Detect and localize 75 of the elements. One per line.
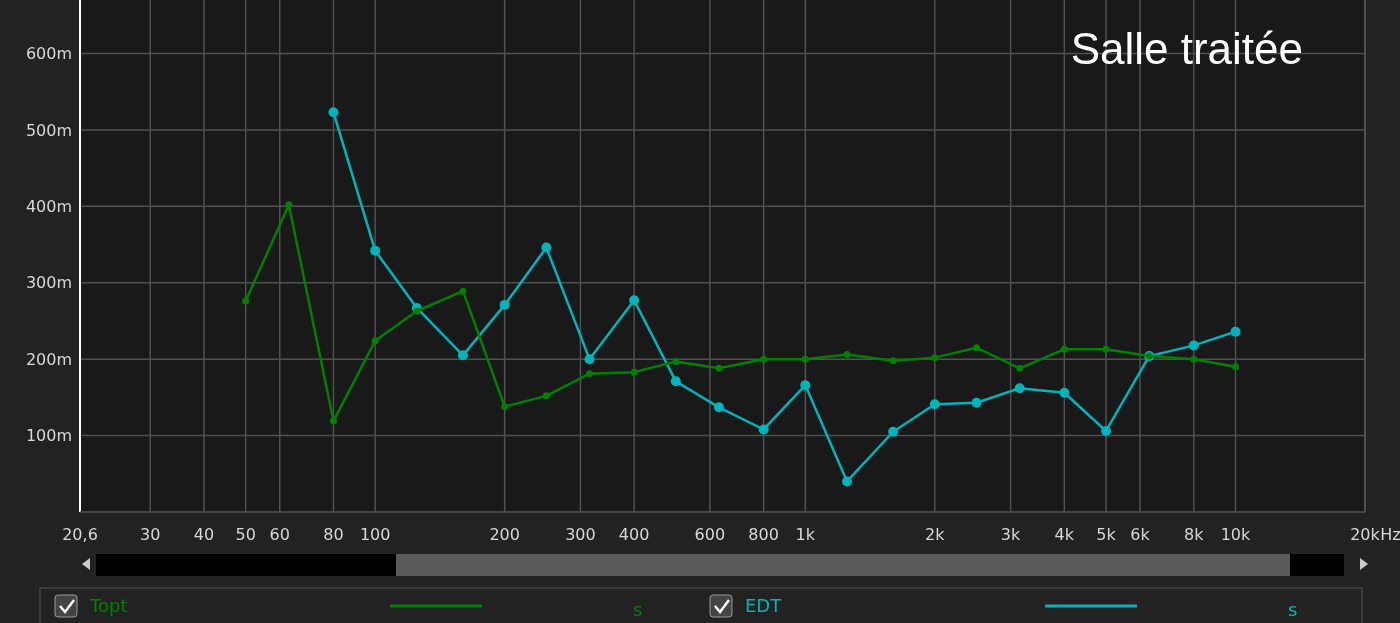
x-tick-label: 400	[618, 525, 650, 544]
point	[973, 344, 981, 352]
x-tick-label: 60	[269, 525, 290, 544]
point	[542, 392, 550, 400]
x-tick-label: 800	[748, 525, 779, 544]
x-tick-label: 3k	[1000, 525, 1022, 544]
point	[285, 201, 293, 209]
x-tick-label: 8k	[1184, 525, 1205, 544]
point	[457, 350, 468, 361]
point	[715, 364, 723, 372]
x-tick-label: 10k	[1220, 525, 1252, 544]
point	[629, 295, 640, 306]
point	[371, 337, 379, 345]
x-tick-label: 6k	[1130, 525, 1151, 544]
point	[842, 476, 853, 487]
point	[328, 107, 339, 118]
point	[242, 297, 250, 305]
point	[1060, 345, 1068, 353]
point	[801, 355, 809, 363]
point	[586, 370, 594, 378]
point	[413, 307, 421, 315]
text: s	[633, 599, 643, 621]
point	[714, 402, 725, 413]
x-tick-label: 30	[140, 525, 161, 544]
x-tick-label: 600	[694, 525, 726, 544]
point	[670, 376, 681, 387]
point	[800, 380, 811, 391]
point	[1230, 326, 1241, 337]
x-tick-label: 20,6	[62, 525, 98, 544]
y-tick-label: 600m	[25, 44, 72, 64]
y-tick-label: 300m	[25, 273, 72, 293]
point	[329, 417, 337, 425]
point	[931, 354, 939, 362]
point	[1102, 345, 1110, 353]
text: EDT	[745, 595, 783, 617]
x-tick-label: 20k	[1350, 525, 1381, 544]
x-tick-label: 200	[489, 525, 520, 544]
point	[499, 299, 510, 310]
point	[1232, 363, 1239, 371]
text: Salle traitée	[1070, 24, 1303, 73]
point	[1059, 387, 1070, 398]
point	[584, 354, 595, 365]
point	[1190, 355, 1198, 363]
x-tick-label: 2k	[925, 525, 946, 544]
point	[758, 424, 769, 435]
y-tick-label: 400m	[25, 196, 72, 216]
point	[1188, 340, 1199, 351]
point	[1014, 383, 1025, 394]
x-tick-label: 80	[323, 525, 344, 544]
x-tick-label: 50	[235, 525, 256, 544]
x-tick-label: 40	[193, 525, 215, 544]
point	[1016, 364, 1024, 372]
x-tick-label: 1k	[795, 525, 816, 544]
point	[370, 245, 381, 256]
point	[843, 351, 851, 359]
point	[630, 368, 638, 376]
point	[929, 399, 940, 410]
x-tick-label: 100	[359, 525, 391, 544]
x-tick-label: 4k	[1054, 525, 1075, 544]
text: s	[1288, 599, 1298, 621]
x-tick-label: 300	[565, 525, 596, 544]
y-tick-label: 500m	[25, 120, 72, 140]
y-tick-label: 100m	[25, 426, 72, 446]
point	[459, 287, 467, 295]
point	[971, 397, 982, 408]
point	[541, 242, 552, 253]
x-tick-label: 5k	[1096, 525, 1117, 544]
point	[760, 355, 768, 363]
point	[889, 357, 897, 365]
y-tick-label: 200m	[25, 349, 72, 369]
x-axis-title: Hz	[1380, 525, 1400, 544]
point	[1101, 426, 1112, 436]
point	[501, 403, 509, 411]
text: Topt	[89, 595, 128, 617]
point	[672, 357, 680, 365]
